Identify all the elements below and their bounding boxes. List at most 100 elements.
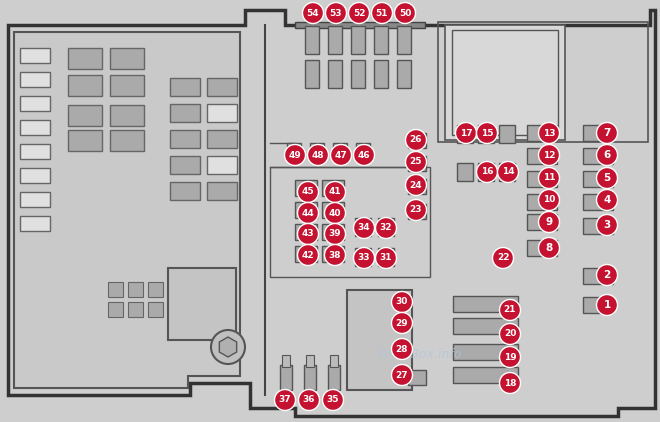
Bar [207, 156, 237, 174]
Bar [208, 302, 223, 317]
Circle shape [597, 189, 618, 211]
Circle shape [477, 122, 498, 143]
Circle shape [597, 122, 618, 143]
Circle shape [331, 144, 352, 165]
Bar [207, 130, 237, 148]
Polygon shape [219, 337, 237, 357]
Bar [168, 302, 183, 317]
Circle shape [500, 300, 521, 320]
Bar [310, 143, 324, 161]
Text: 24: 24 [410, 181, 422, 189]
Bar [445, 25, 565, 140]
Text: 32: 32 [379, 224, 392, 233]
Bar [583, 148, 613, 164]
Bar [148, 282, 163, 297]
Bar [408, 204, 426, 219]
Bar [322, 180, 344, 196]
Circle shape [275, 390, 296, 411]
Bar [20, 120, 50, 135]
Bar [170, 182, 200, 200]
Text: 30: 30 [396, 298, 408, 306]
Bar [20, 216, 50, 231]
Bar [453, 367, 518, 383]
Text: 45: 45 [302, 187, 314, 197]
Circle shape [308, 144, 329, 165]
Text: 40: 40 [329, 208, 341, 217]
Bar [453, 344, 518, 360]
Circle shape [298, 224, 319, 244]
Bar [168, 282, 183, 297]
Text: 8: 8 [545, 243, 552, 253]
Bar [68, 130, 102, 151]
Bar [207, 104, 237, 122]
Bar [453, 296, 518, 312]
Bar [328, 365, 340, 390]
Text: 50: 50 [399, 8, 411, 17]
Bar [110, 105, 144, 126]
Circle shape [211, 330, 245, 364]
Bar [527, 240, 557, 256]
Circle shape [498, 162, 519, 182]
Circle shape [539, 122, 560, 143]
Bar [305, 60, 319, 88]
Circle shape [539, 144, 560, 165]
Polygon shape [14, 32, 240, 388]
Circle shape [354, 217, 374, 238]
Circle shape [323, 390, 343, 411]
Text: 31: 31 [379, 254, 392, 262]
Bar [20, 192, 50, 207]
Bar [20, 168, 50, 183]
Bar [583, 171, 613, 187]
Bar [282, 355, 290, 367]
Bar [378, 248, 394, 266]
Bar [110, 130, 144, 151]
Bar [295, 22, 425, 28]
Text: 7: 7 [603, 128, 610, 138]
Bar [457, 163, 473, 181]
Circle shape [325, 3, 346, 24]
Polygon shape [8, 10, 655, 416]
Text: 27: 27 [396, 371, 409, 379]
Circle shape [298, 244, 319, 265]
Bar [68, 75, 102, 96]
Bar [397, 26, 411, 54]
Bar [527, 125, 557, 141]
Bar [322, 224, 344, 240]
Circle shape [284, 144, 306, 165]
Bar [438, 22, 648, 142]
Text: 5: 5 [603, 173, 610, 183]
Text: 13: 13 [543, 129, 555, 138]
Bar [128, 302, 143, 317]
Bar [170, 156, 200, 174]
Circle shape [539, 238, 560, 259]
Text: 35: 35 [327, 395, 339, 405]
Bar [452, 30, 558, 135]
Text: 18: 18 [504, 379, 516, 387]
Bar [333, 143, 347, 161]
Text: 23: 23 [410, 206, 422, 214]
Text: 52: 52 [352, 8, 365, 17]
Bar [499, 163, 515, 181]
Circle shape [298, 390, 319, 411]
Bar [453, 318, 518, 334]
Text: 37: 37 [279, 395, 291, 405]
Text: Fuse-Box.info: Fuse-Box.info [378, 349, 462, 362]
Bar [188, 302, 203, 317]
Bar [408, 133, 426, 148]
Circle shape [500, 346, 521, 368]
Bar [527, 194, 557, 210]
Bar [499, 125, 515, 143]
Text: 25: 25 [410, 157, 422, 167]
Bar [408, 156, 426, 171]
Circle shape [405, 151, 426, 173]
Bar [322, 246, 344, 262]
Bar [478, 125, 494, 143]
Circle shape [298, 203, 319, 224]
Circle shape [597, 168, 618, 189]
Bar [527, 214, 557, 230]
Bar [374, 26, 388, 54]
Text: 46: 46 [358, 151, 370, 160]
Bar [295, 202, 317, 218]
Circle shape [325, 203, 345, 224]
Bar [295, 180, 317, 196]
